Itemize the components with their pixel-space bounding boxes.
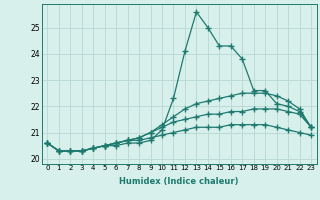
X-axis label: Humidex (Indice chaleur): Humidex (Indice chaleur) (119, 177, 239, 186)
